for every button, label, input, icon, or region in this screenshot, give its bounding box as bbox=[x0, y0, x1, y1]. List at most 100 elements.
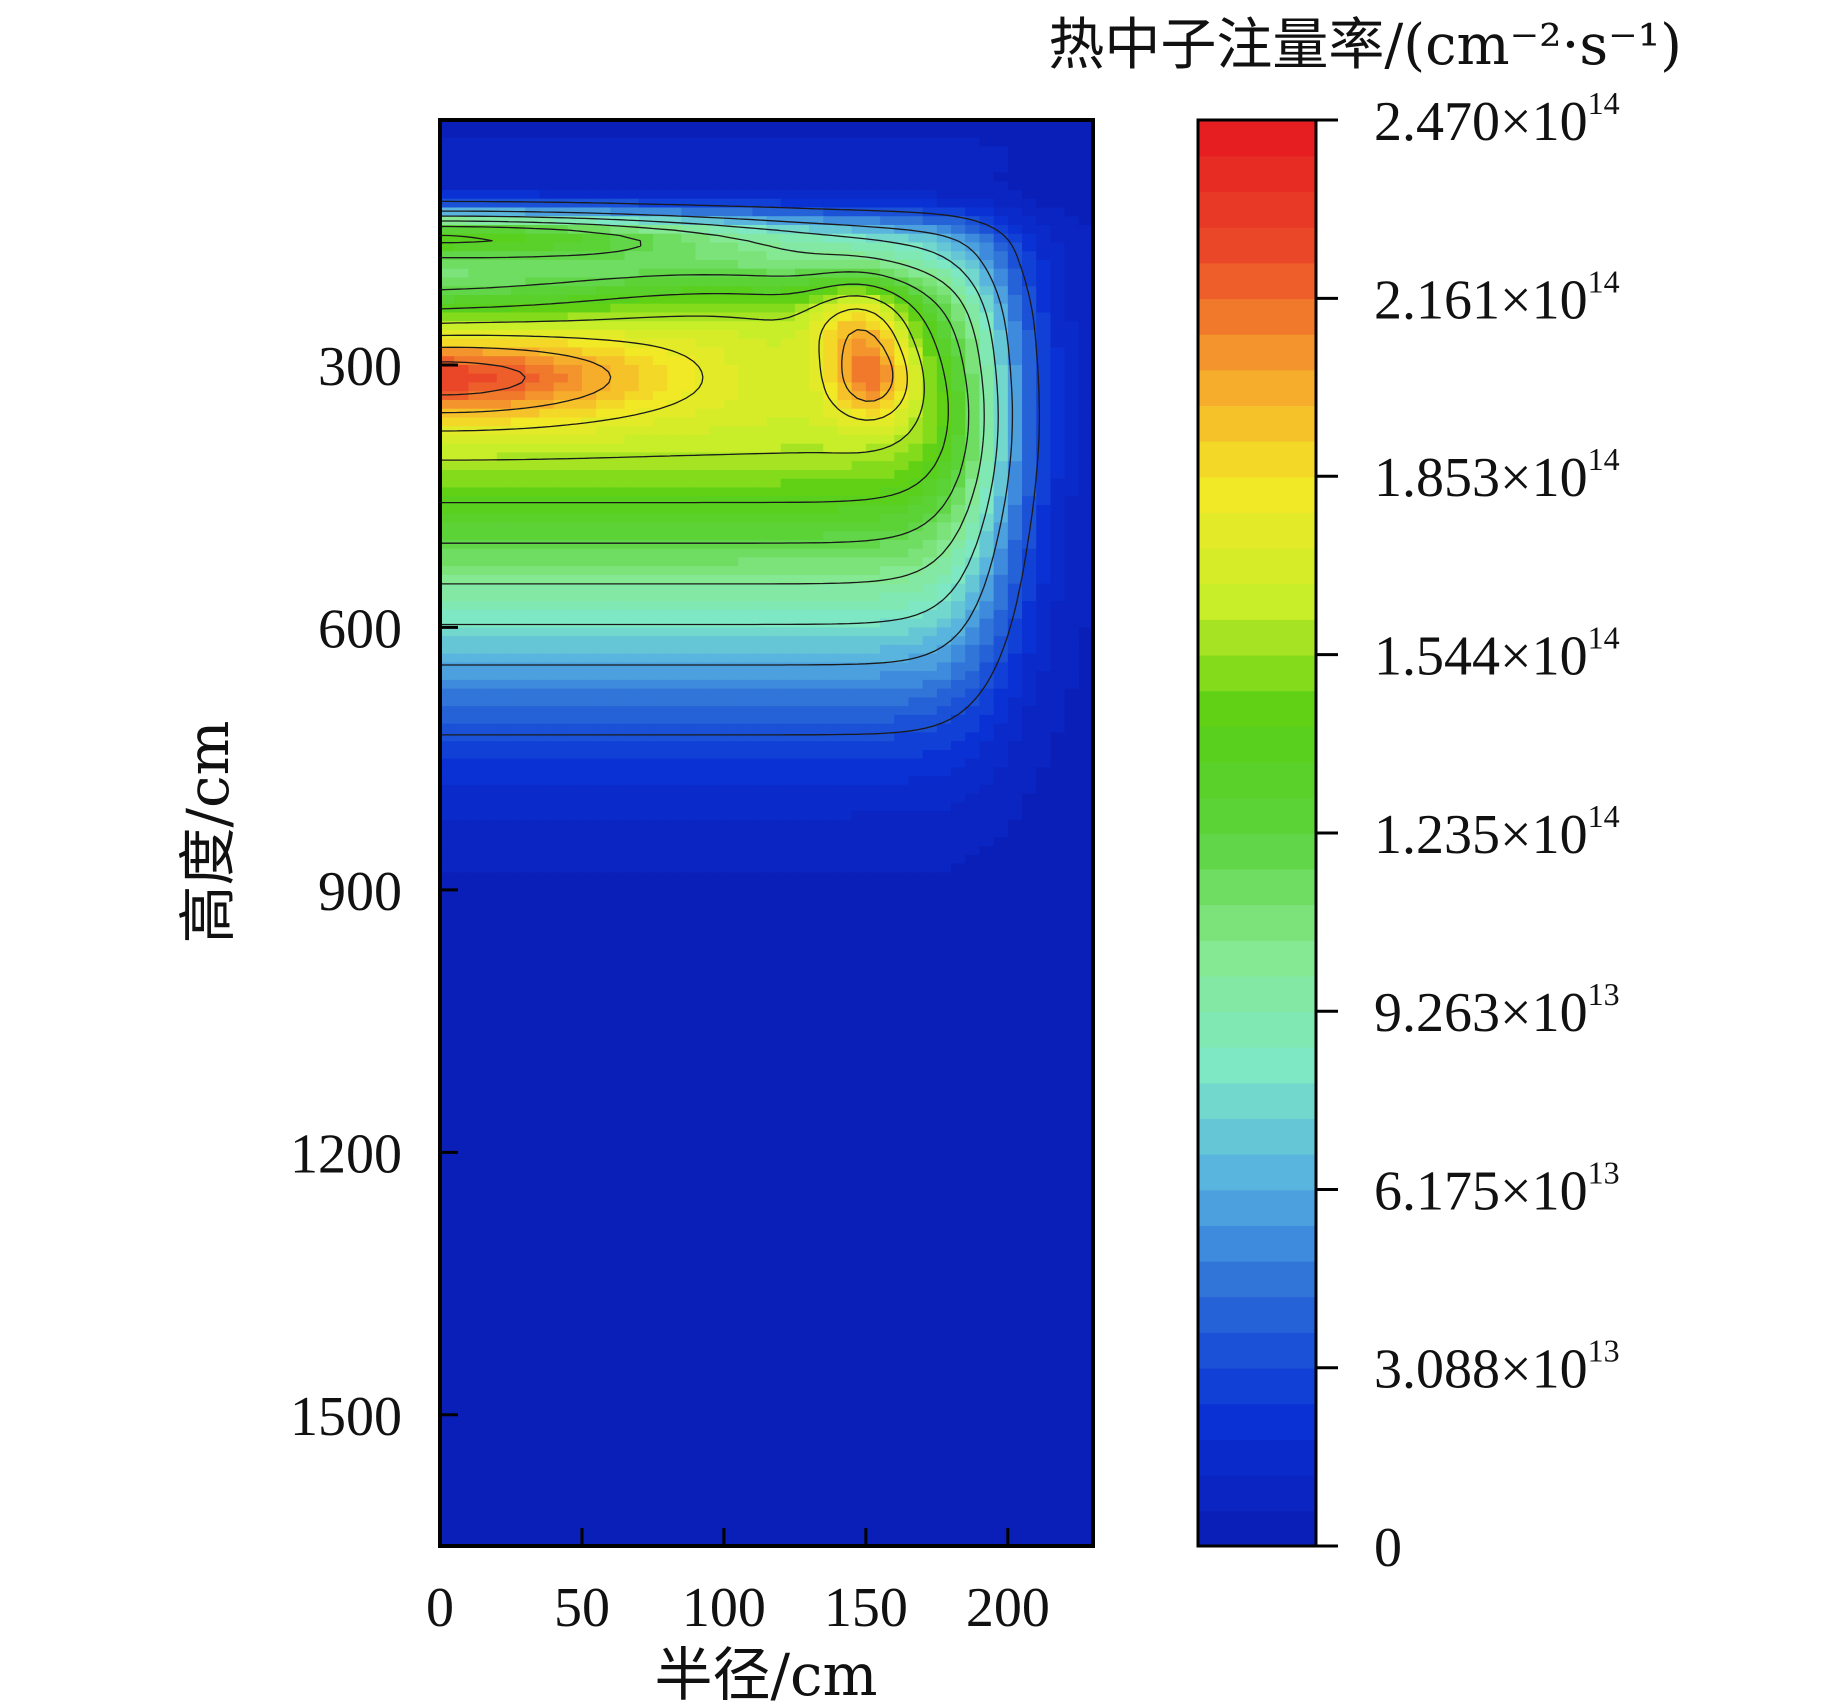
heatmap-cell bbox=[468, 662, 484, 672]
heatmap-cell bbox=[510, 854, 526, 865]
heatmap-cell bbox=[1064, 426, 1080, 436]
heatmap-cell bbox=[865, 163, 881, 174]
heatmap-cell bbox=[596, 469, 611, 480]
heatmap-cell bbox=[567, 513, 583, 524]
heatmap-cell bbox=[951, 723, 966, 733]
heatmap-cell bbox=[482, 767, 498, 777]
heatmap-cell bbox=[936, 128, 952, 139]
heatmap-cell bbox=[652, 811, 668, 821]
heatmap-cell bbox=[908, 784, 924, 795]
heatmap-cell bbox=[1036, 837, 1052, 847]
heatmap-cell bbox=[553, 811, 569, 821]
heatmap-cell bbox=[752, 1064, 768, 1075]
heatmap-cell bbox=[880, 592, 895, 602]
heatmap-cell bbox=[1007, 382, 1023, 392]
heatmap-cell bbox=[695, 128, 711, 139]
heatmap-cell bbox=[496, 767, 512, 777]
heatmap-cell bbox=[695, 916, 711, 926]
heatmap-cell bbox=[766, 277, 782, 287]
heatmap-cell bbox=[709, 443, 725, 454]
heatmap-cell bbox=[567, 732, 583, 742]
heatmap-cell bbox=[652, 356, 668, 366]
heatmap-cell bbox=[440, 583, 455, 594]
heatmap-cell bbox=[1007, 137, 1023, 147]
heatmap-cell bbox=[440, 881, 455, 891]
heatmap-cell bbox=[624, 644, 640, 655]
heatmap-cell bbox=[581, 487, 597, 497]
heatmap-cell bbox=[1050, 189, 1066, 200]
heatmap-cell bbox=[993, 592, 1009, 602]
heatmap-cell bbox=[823, 181, 839, 191]
heatmap-cell bbox=[510, 286, 526, 296]
heatmap-cell bbox=[823, 837, 839, 847]
heatmap-cell bbox=[794, 881, 810, 891]
heatmap-cell bbox=[624, 583, 640, 594]
heatmap-cell bbox=[723, 793, 739, 803]
heatmap-cell bbox=[1022, 469, 1037, 480]
heatmap-cell bbox=[1078, 618, 1093, 629]
heatmap-cell bbox=[865, 242, 881, 252]
heatmap-cell bbox=[709, 776, 725, 786]
heatmap-cell bbox=[809, 968, 824, 978]
heatmap-cell bbox=[525, 443, 540, 454]
heatmap-cell bbox=[837, 321, 853, 331]
heatmap-cell bbox=[965, 259, 981, 270]
heatmap-cell bbox=[993, 198, 1009, 209]
heatmap-cell bbox=[794, 767, 810, 777]
heatmap-cell bbox=[1022, 609, 1037, 620]
heatmap-cell bbox=[681, 496, 697, 506]
heatmap-cell bbox=[908, 1021, 924, 1031]
heatmap-cell bbox=[1050, 452, 1066, 462]
heatmap-cell bbox=[695, 697, 711, 707]
heatmap-cell bbox=[496, 863, 512, 873]
heatmap-cell bbox=[695, 749, 711, 760]
heatmap-cell bbox=[695, 942, 711, 952]
heatmap-cell bbox=[709, 706, 725, 716]
heatmap-cell bbox=[865, 732, 881, 742]
heatmap-cell bbox=[794, 959, 810, 970]
heatmap-cell bbox=[468, 601, 484, 611]
heatmap-cell bbox=[738, 968, 753, 978]
heatmap-cell bbox=[1007, 653, 1023, 664]
heatmap-cell bbox=[780, 496, 796, 506]
heatmap-cell bbox=[723, 942, 739, 952]
heatmap-cell bbox=[979, 259, 995, 270]
heatmap-cell bbox=[865, 653, 881, 664]
heatmap-cell bbox=[965, 531, 981, 541]
heatmap-cell bbox=[865, 706, 881, 716]
heatmap-cell bbox=[979, 776, 995, 786]
heatmap-cell bbox=[624, 846, 640, 856]
heatmap-cell bbox=[979, 1047, 995, 1057]
heatmap-cell bbox=[496, 776, 512, 786]
heatmap-cell bbox=[681, 776, 697, 786]
heatmap-cell bbox=[638, 1064, 654, 1075]
heatmap-cell bbox=[794, 741, 810, 751]
heatmap-cell bbox=[624, 837, 640, 847]
heatmap-cell bbox=[667, 1021, 682, 1031]
heatmap-cell bbox=[894, 408, 910, 419]
heatmap-cell bbox=[695, 863, 711, 873]
heatmap-cell bbox=[993, 268, 1009, 279]
heatmap-cell bbox=[525, 531, 540, 541]
heatmap-cell bbox=[922, 496, 938, 506]
heatmap-cell bbox=[1007, 846, 1023, 856]
heatmap-cell bbox=[880, 321, 895, 331]
heatmap-cell bbox=[851, 408, 867, 419]
heatmap-cell bbox=[468, 539, 484, 550]
heatmap-cell bbox=[610, 583, 626, 594]
heatmap-cell bbox=[581, 907, 597, 917]
heatmap-cell bbox=[610, 688, 626, 698]
heatmap-cell bbox=[510, 277, 526, 287]
heatmap-cell bbox=[1036, 531, 1052, 541]
heatmap-cell bbox=[738, 277, 753, 287]
heatmap-cell bbox=[539, 154, 555, 165]
heatmap-cell bbox=[936, 679, 952, 690]
heatmap-cell bbox=[809, 592, 824, 602]
heatmap-cell bbox=[723, 338, 739, 349]
heatmap-cell bbox=[766, 793, 782, 803]
heatmap-cell bbox=[638, 172, 654, 182]
heatmap-cell bbox=[624, 522, 640, 532]
heatmap-cell bbox=[894, 294, 910, 305]
heatmap-cell bbox=[581, 854, 597, 865]
heatmap-cell bbox=[525, 198, 540, 209]
